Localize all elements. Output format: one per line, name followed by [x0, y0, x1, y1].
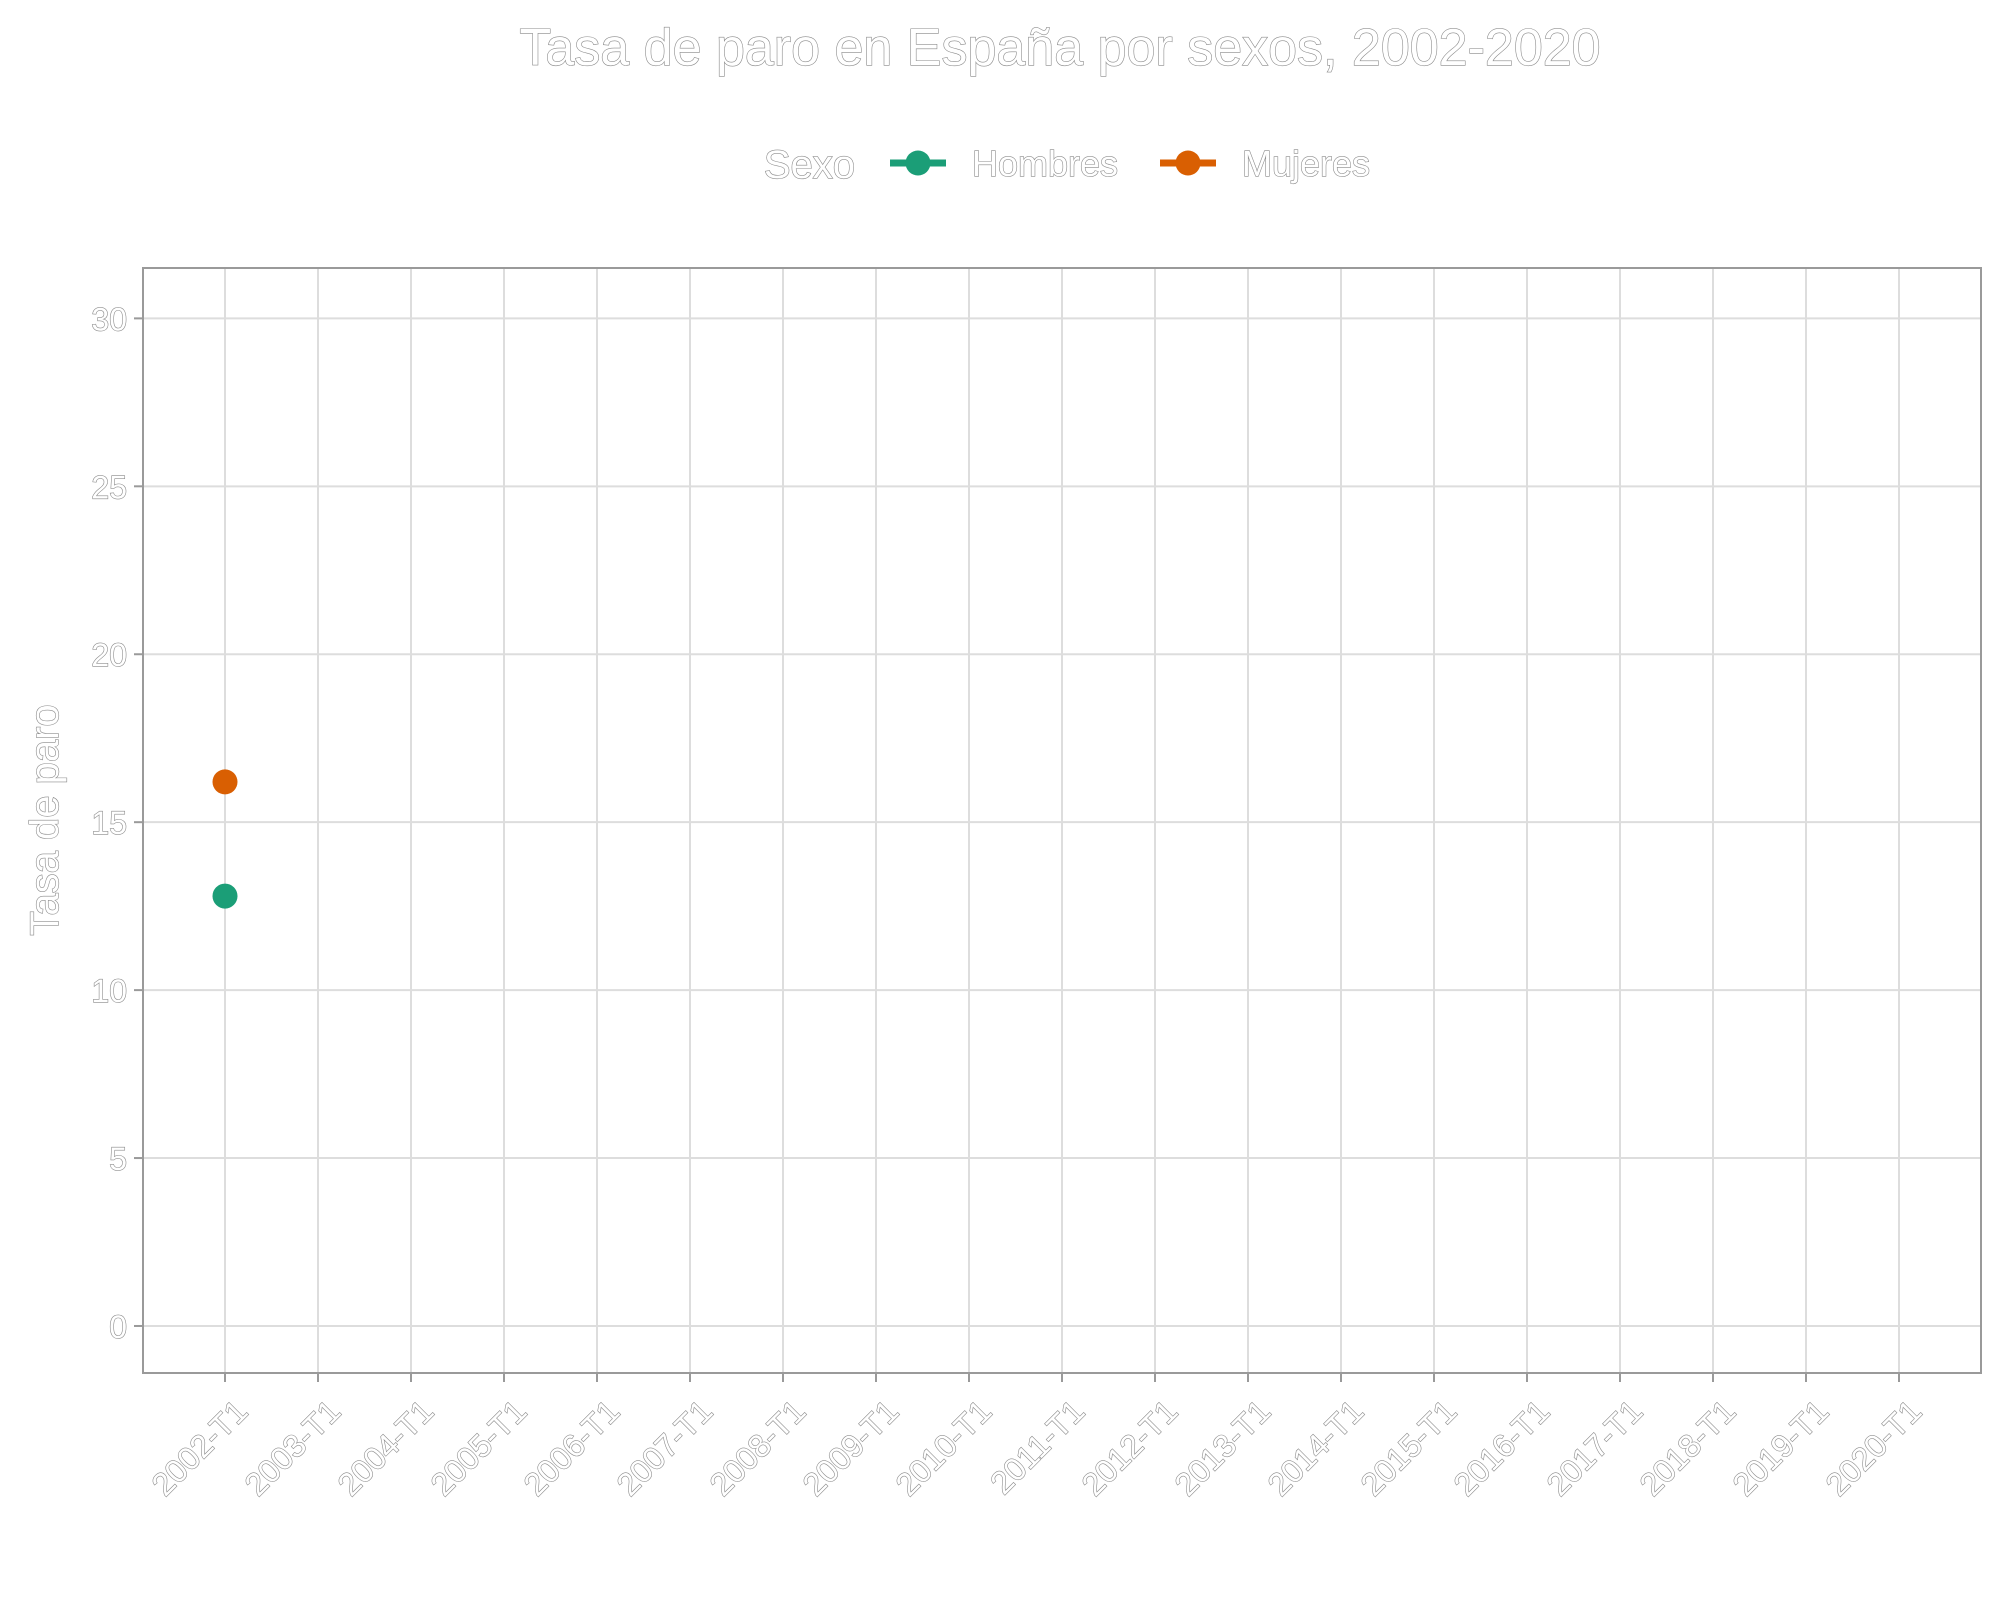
x-tick-label: 2006-T1	[517, 1393, 627, 1503]
axis-ticks: 0 5 10 15 20 25 30 2002-T12003-T12004-T12005-T1…	[91, 301, 1929, 1503]
x-tick-label: 2013-T1	[1168, 1393, 1278, 1503]
x-tick-label: 2007-T1	[610, 1393, 720, 1503]
x-tick-label: 2011-T1	[983, 1393, 1091, 1501]
legend: Sexo Hombres Mujeres	[763, 142, 1370, 187]
y-tick-label: 0	[109, 1309, 127, 1345]
legend-key-point	[905, 150, 931, 176]
x-tick-label: 2010-T1	[889, 1393, 999, 1503]
x-tick-label: 2009-T1	[796, 1393, 906, 1503]
y-tick-label: 25	[91, 469, 127, 505]
gridlines	[143, 268, 1981, 1373]
y-tick-label: 5	[109, 1141, 127, 1177]
y-tick-label: 30	[91, 301, 127, 337]
x-tick-label: 2008-T1	[703, 1393, 813, 1503]
x-tick-label: 2014-T1	[1261, 1393, 1371, 1503]
y-tick-label: 10	[91, 973, 127, 1009]
x-tick-label: 2018-T1	[1633, 1393, 1743, 1503]
legend-key-point	[1175, 150, 1201, 176]
x-tick-label: 2017-T1	[1540, 1393, 1650, 1503]
y-axis-title: Tasa de paro	[23, 704, 67, 935]
data-point	[212, 883, 238, 909]
legend-title: Sexo	[764, 143, 855, 187]
legend-label: Hombres	[972, 143, 1118, 184]
x-tick-label: 2004-T1	[331, 1393, 441, 1503]
y-tick-label: 15	[91, 805, 127, 841]
legend-label: Mujeres	[1242, 143, 1370, 184]
y-tick-label: 20	[91, 637, 127, 673]
x-tick-label: 2003-T1	[238, 1393, 348, 1503]
x-tick-label: 2005-T1	[424, 1393, 534, 1503]
x-tick-label: 2016-T1	[1447, 1393, 1557, 1503]
x-tick-label: 2020-T1	[1819, 1393, 1929, 1503]
x-tick-label: 2002-T1	[145, 1393, 255, 1503]
x-tick-label: 2015-T1	[1354, 1393, 1464, 1503]
chart-title: Tasa de paro en España por sexos, 2002-2…	[519, 19, 1600, 77]
x-tick-label: 2019-T1	[1726, 1393, 1836, 1503]
data-point	[212, 769, 238, 795]
x-tick-label: 2012-T1	[1075, 1393, 1185, 1503]
data-points	[212, 769, 238, 909]
